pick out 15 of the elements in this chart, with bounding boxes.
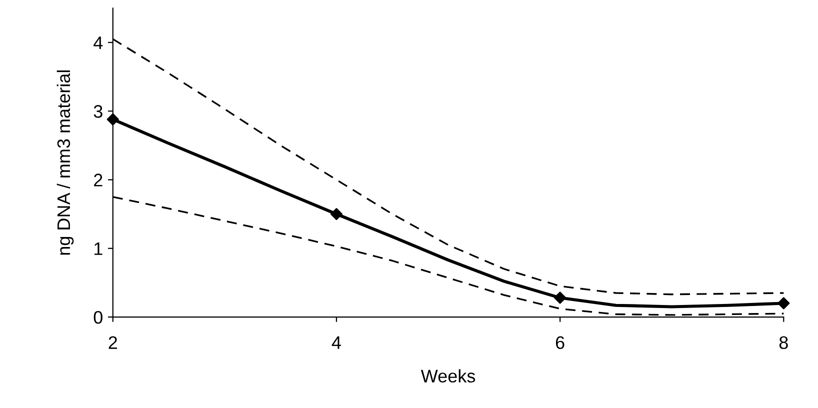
y-tick-label: 2 xyxy=(94,174,102,186)
point xyxy=(778,297,790,310)
y-tick-label: 1 xyxy=(94,242,102,255)
y-tick-label: 4 xyxy=(94,36,103,50)
point xyxy=(106,113,119,126)
x-tick-label: 2 xyxy=(108,336,117,349)
x-tick-label: 6 xyxy=(556,336,564,350)
x-tick-label: 4 xyxy=(332,336,341,349)
y-tick-label: 0 xyxy=(94,310,102,324)
y-tick-label: 3 xyxy=(94,105,102,118)
point xyxy=(554,292,566,304)
y-axis-title: ng DNA / mm3 material xyxy=(56,70,74,255)
x-tick-label: 8 xyxy=(779,336,788,350)
x-axis-title: Weeks xyxy=(420,369,476,383)
point xyxy=(330,208,343,220)
